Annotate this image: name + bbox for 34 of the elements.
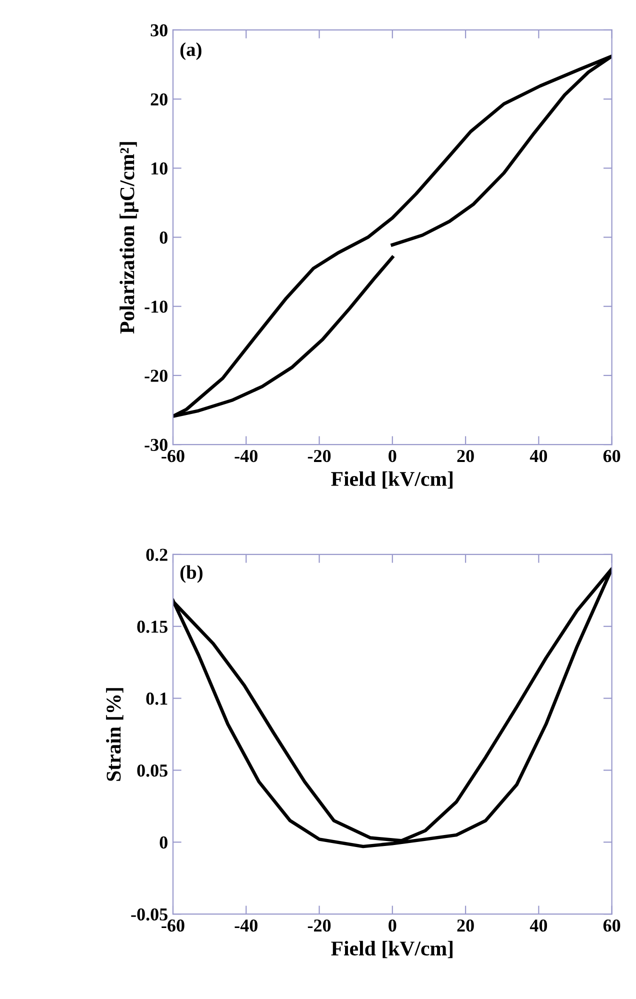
y-tick-label: 20 (150, 93, 168, 106)
y-tick-label: 0.1 (146, 692, 168, 705)
x-tick-label: -40 (234, 450, 258, 462)
x-tick-label: 40 (530, 450, 548, 462)
y-tick-label: -0.05 (131, 908, 168, 921)
x-axis-title: Field [kV/cm] (331, 471, 452, 489)
annotation: (a) (180, 42, 202, 60)
y-tick-label: 10 (152, 162, 168, 175)
x-tick-label: 0 (388, 450, 396, 462)
y-tick-label: 0 (160, 836, 168, 849)
y-axis-title: Polarization [μC/cm²] (120, 142, 139, 334)
x-tick-label: 0 (388, 919, 396, 932)
x-tick-label: -40 (234, 919, 258, 932)
x-tick-label: 40 (530, 919, 548, 932)
y-tick-label: 0 (160, 232, 168, 244)
y-tick-label: 30 (150, 24, 168, 36)
x-tick-label: -20 (308, 919, 331, 932)
y-tick-label: -30 (144, 438, 168, 451)
x-tick-label: -60 (162, 919, 184, 932)
y-tick-label: 0.15 (137, 620, 168, 633)
x-axis-title: Field [kV/cm] (331, 940, 452, 958)
y-tick-label: -20 (144, 370, 168, 382)
x-tick-label: -60 (162, 450, 184, 462)
x-tick-label: -20 (308, 450, 331, 462)
x-tick-label: 60 (603, 450, 620, 462)
x-tick-label: 60 (603, 919, 620, 932)
annotation: (b) (180, 565, 202, 583)
y-axis-title: Strain [%] (106, 688, 124, 781)
x-tick-label: 20 (457, 450, 474, 462)
y-tick-label: -10 (144, 300, 168, 313)
x-tick-label: 20 (457, 919, 474, 932)
y-tick-label: 0.2 (146, 548, 168, 561)
line-series (172, 567, 612, 848)
y-tick-label: 0.05 (137, 764, 168, 777)
